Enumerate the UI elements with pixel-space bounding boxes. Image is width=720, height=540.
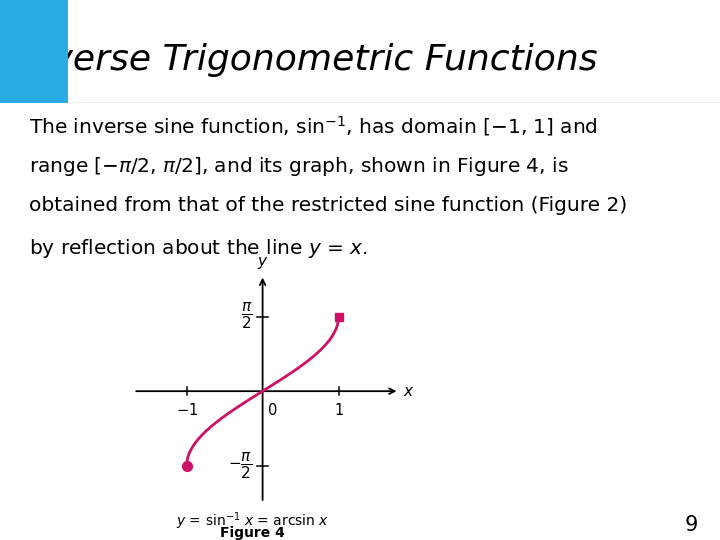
Bar xyxy=(0,0,68,103)
Text: Figure 4: Figure 4 xyxy=(220,526,285,540)
Text: $0$: $0$ xyxy=(266,402,277,417)
Text: range [$-\pi$/2, $\pi$/2], and its graph, shown in Figure 4, is: range [$-\pi$/2, $\pi$/2], and its graph… xyxy=(29,156,569,178)
Text: The inverse sine function, sin$^{-1}$, has domain [$-$1, 1] and: The inverse sine function, sin$^{-1}$, h… xyxy=(29,114,598,138)
Text: obtained from that of the restricted sine function (Figure 2): obtained from that of the restricted sin… xyxy=(29,197,627,215)
Text: $\dfrac{\pi}{2}$: $\dfrac{\pi}{2}$ xyxy=(241,302,253,332)
Text: Inverse Trigonometric Functions: Inverse Trigonometric Functions xyxy=(18,43,598,77)
Text: $y$: $y$ xyxy=(257,255,269,272)
Text: $y$ = sin$^{-1}$ $x$ = arcsin $x$: $y$ = sin$^{-1}$ $x$ = arcsin $x$ xyxy=(176,510,329,532)
Text: $-1$: $-1$ xyxy=(176,402,198,417)
Text: 9: 9 xyxy=(685,515,698,535)
Text: $1$: $1$ xyxy=(333,402,343,417)
Text: $-\dfrac{\pi}{2}$: $-\dfrac{\pi}{2}$ xyxy=(228,451,253,481)
Text: $x$: $x$ xyxy=(403,384,415,399)
Text: by reflection about the line $y$ = $x$.: by reflection about the line $y$ = $x$. xyxy=(29,238,368,260)
